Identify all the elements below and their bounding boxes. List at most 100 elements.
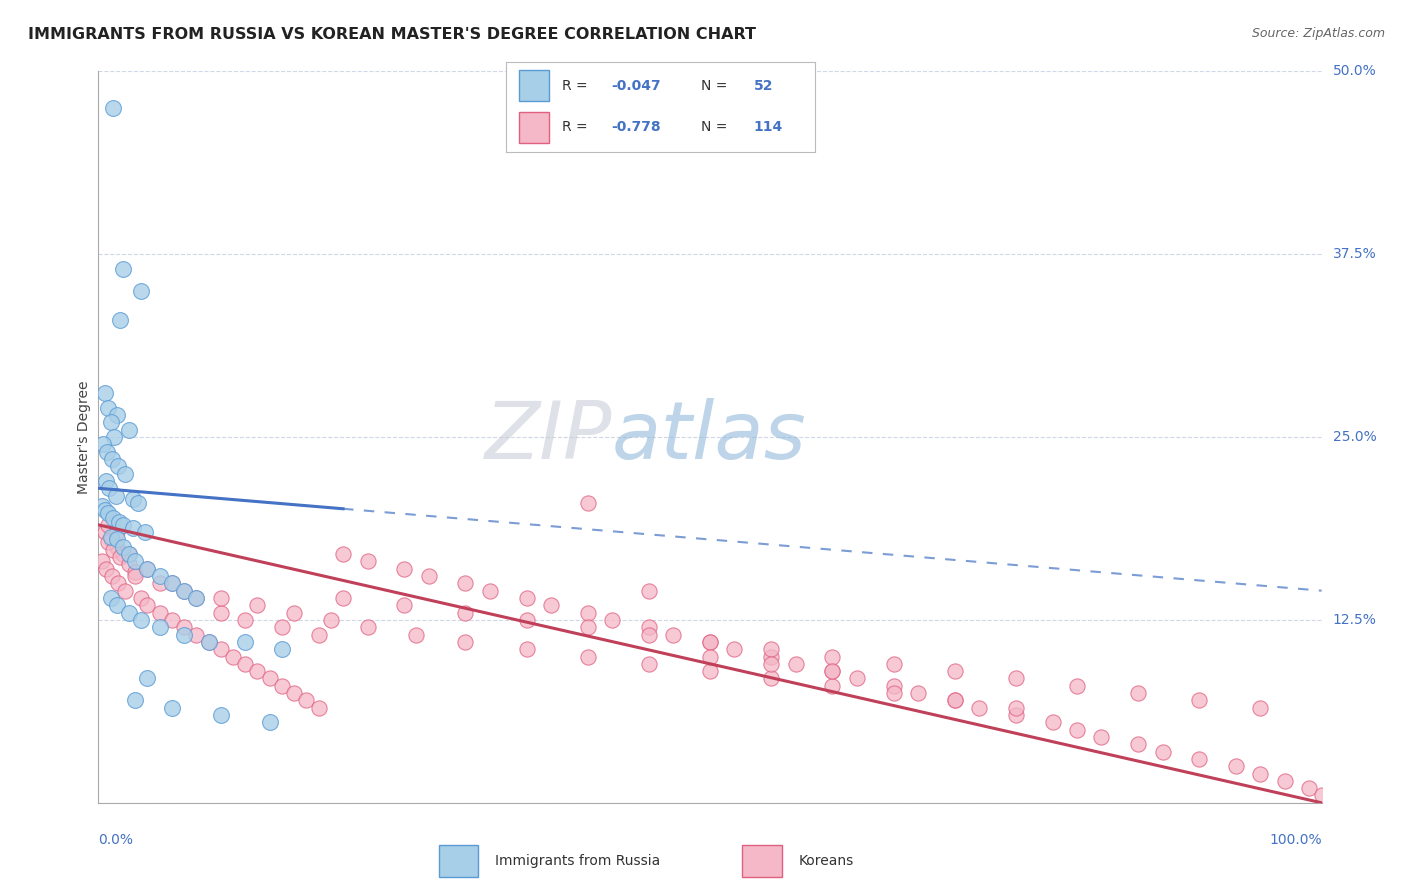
Point: [883, 686, 905, 700]
Point: [91, 437, 114, 451]
Point: [516, 591, 538, 605]
Point: [270, 620, 294, 634]
Point: [97, 401, 120, 415]
Point: [129, 613, 152, 627]
Point: [1250, 766, 1272, 780]
Point: [283, 686, 305, 700]
Point: [129, 284, 152, 298]
Point: [246, 664, 269, 678]
Point: [883, 679, 905, 693]
Point: [637, 583, 661, 598]
Point: [540, 599, 562, 613]
Text: N =: N =: [702, 78, 731, 93]
Point: [270, 642, 294, 657]
Point: [209, 591, 232, 605]
Text: 0.0%: 0.0%: [98, 833, 134, 847]
Point: [259, 672, 281, 686]
Point: [101, 542, 124, 557]
Point: [101, 452, 124, 467]
Point: [173, 583, 195, 598]
Point: [943, 693, 966, 707]
Point: [943, 693, 966, 707]
Point: [1066, 679, 1088, 693]
Point: [392, 562, 416, 576]
Point: [1004, 672, 1026, 686]
Point: [105, 533, 128, 547]
Point: [761, 649, 783, 664]
Point: [761, 642, 783, 657]
Point: [134, 525, 156, 540]
Text: R =: R =: [562, 120, 592, 134]
Point: [821, 664, 844, 678]
Point: [845, 672, 868, 686]
Bar: [742, 845, 782, 877]
Point: [209, 642, 232, 657]
Point: [821, 679, 844, 693]
Text: 37.5%: 37.5%: [1333, 247, 1376, 261]
Point: [114, 583, 136, 598]
Point: [576, 620, 599, 634]
Point: [110, 549, 132, 564]
Point: [97, 506, 120, 520]
Text: IMMIGRANTS FROM RUSSIA VS KOREAN MASTER'S DEGREE CORRELATION CHART: IMMIGRANTS FROM RUSSIA VS KOREAN MASTER'…: [28, 27, 756, 42]
Point: [576, 496, 599, 510]
Point: [1250, 700, 1272, 714]
Point: [105, 408, 128, 422]
Point: [356, 620, 378, 634]
Text: Koreans: Koreans: [799, 854, 853, 868]
Point: [637, 627, 661, 641]
Point: [114, 467, 136, 481]
Point: [576, 649, 599, 664]
Point: [943, 664, 966, 678]
Point: [821, 649, 844, 664]
Point: [118, 547, 141, 561]
Text: R =: R =: [562, 78, 592, 93]
Point: [209, 708, 232, 723]
Point: [124, 565, 146, 579]
Point: [100, 591, 122, 605]
Point: [1066, 723, 1088, 737]
Text: ZIP: ZIP: [485, 398, 612, 476]
Point: [1090, 730, 1112, 744]
Point: [136, 599, 159, 613]
Point: [160, 613, 183, 627]
Point: [516, 642, 538, 657]
Point: [821, 664, 844, 678]
Point: [97, 517, 120, 532]
Point: [118, 558, 141, 572]
Point: [1298, 781, 1320, 796]
Point: [160, 700, 183, 714]
Point: [110, 313, 132, 327]
Point: [761, 672, 783, 686]
Point: [186, 591, 208, 605]
Bar: [439, 845, 478, 877]
Point: [91, 499, 114, 513]
Text: 100.0%: 100.0%: [1270, 833, 1322, 847]
Point: [124, 569, 146, 583]
Point: [1188, 752, 1211, 766]
Text: 50.0%: 50.0%: [1333, 64, 1376, 78]
Text: 52: 52: [754, 78, 773, 93]
Text: Source: ZipAtlas.com: Source: ZipAtlas.com: [1251, 27, 1385, 40]
Point: [967, 700, 990, 714]
Point: [96, 444, 118, 458]
Point: [308, 627, 330, 641]
Text: -0.047: -0.047: [612, 78, 661, 93]
Point: [637, 657, 661, 671]
Point: [173, 583, 195, 598]
Point: [91, 554, 114, 568]
Point: [1004, 700, 1026, 714]
Point: [1128, 686, 1150, 700]
Point: [105, 599, 128, 613]
Point: [103, 430, 125, 444]
Point: [332, 547, 354, 561]
Point: [124, 554, 146, 568]
Point: [127, 496, 149, 510]
Point: [319, 613, 342, 627]
Point: [246, 599, 269, 613]
Text: atlas: atlas: [612, 398, 807, 476]
Point: [186, 627, 208, 641]
Point: [118, 547, 141, 561]
Point: [259, 715, 281, 730]
Y-axis label: Master's Degree: Master's Degree: [77, 380, 91, 494]
